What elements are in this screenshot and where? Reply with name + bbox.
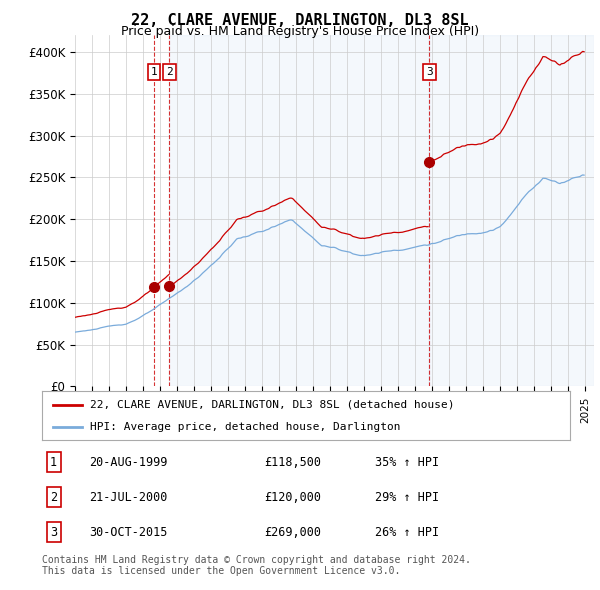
Text: 2: 2 bbox=[50, 490, 57, 504]
Text: 3: 3 bbox=[426, 67, 433, 77]
Text: 26% ↑ HPI: 26% ↑ HPI bbox=[374, 526, 439, 539]
Text: 35% ↑ HPI: 35% ↑ HPI bbox=[374, 455, 439, 468]
Bar bbox=[169, 35, 430, 386]
Text: 2: 2 bbox=[166, 67, 173, 77]
Text: 22, CLARE AVENUE, DARLINGTON, DL3 8SL (detached house): 22, CLARE AVENUE, DARLINGTON, DL3 8SL (d… bbox=[89, 399, 454, 409]
Text: 3: 3 bbox=[50, 526, 57, 539]
Bar bbox=[430, 35, 594, 386]
Text: Price paid vs. HM Land Registry's House Price Index (HPI): Price paid vs. HM Land Registry's House … bbox=[121, 25, 479, 38]
Text: 20-AUG-1999: 20-AUG-1999 bbox=[89, 455, 168, 468]
Text: 30-OCT-2015: 30-OCT-2015 bbox=[89, 526, 168, 539]
Text: £118,500: £118,500 bbox=[264, 455, 321, 468]
Text: 21-JUL-2000: 21-JUL-2000 bbox=[89, 490, 168, 504]
Text: 22, CLARE AVENUE, DARLINGTON, DL3 8SL: 22, CLARE AVENUE, DARLINGTON, DL3 8SL bbox=[131, 13, 469, 28]
Text: £269,000: £269,000 bbox=[264, 526, 321, 539]
Text: 1: 1 bbox=[50, 455, 57, 468]
Text: £120,000: £120,000 bbox=[264, 490, 321, 504]
Text: HPI: Average price, detached house, Darlington: HPI: Average price, detached house, Darl… bbox=[89, 422, 400, 432]
Text: 29% ↑ HPI: 29% ↑ HPI bbox=[374, 490, 439, 504]
Text: 1: 1 bbox=[151, 67, 157, 77]
Text: Contains HM Land Registry data © Crown copyright and database right 2024.
This d: Contains HM Land Registry data © Crown c… bbox=[42, 555, 471, 576]
